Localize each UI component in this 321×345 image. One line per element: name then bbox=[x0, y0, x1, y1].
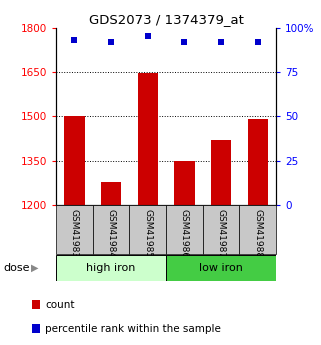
Text: GSM41984: GSM41984 bbox=[107, 209, 116, 258]
Text: GSM41988: GSM41988 bbox=[253, 209, 262, 258]
Text: low iron: low iron bbox=[199, 263, 243, 273]
Point bbox=[72, 37, 77, 43]
Text: percentile rank within the sample: percentile rank within the sample bbox=[45, 325, 221, 334]
Bar bbox=[166, 255, 276, 281]
Bar bbox=[129, 205, 166, 254]
Bar bbox=[56, 205, 93, 254]
Bar bbox=[211, 140, 231, 205]
Point bbox=[219, 39, 224, 45]
Point bbox=[145, 34, 150, 39]
Bar bbox=[239, 205, 276, 254]
Bar bbox=[65, 116, 84, 205]
Bar bbox=[138, 73, 158, 205]
Point bbox=[182, 39, 187, 45]
Text: high iron: high iron bbox=[86, 263, 136, 273]
Bar bbox=[93, 205, 129, 254]
Text: dose: dose bbox=[3, 263, 30, 273]
Bar bbox=[174, 161, 195, 205]
Bar bbox=[56, 255, 166, 281]
Bar bbox=[166, 205, 203, 254]
Text: count: count bbox=[45, 300, 74, 310]
Text: GSM41983: GSM41983 bbox=[70, 209, 79, 258]
Point bbox=[108, 39, 114, 45]
Text: ▶: ▶ bbox=[30, 263, 38, 273]
Bar bbox=[101, 181, 121, 205]
Bar bbox=[248, 119, 268, 205]
Text: GSM41985: GSM41985 bbox=[143, 209, 152, 258]
Text: GSM41987: GSM41987 bbox=[217, 209, 226, 258]
Text: GSM41986: GSM41986 bbox=[180, 209, 189, 258]
Point bbox=[255, 39, 260, 45]
Title: GDS2073 / 1374379_at: GDS2073 / 1374379_at bbox=[89, 13, 244, 27]
Bar bbox=[203, 205, 239, 254]
